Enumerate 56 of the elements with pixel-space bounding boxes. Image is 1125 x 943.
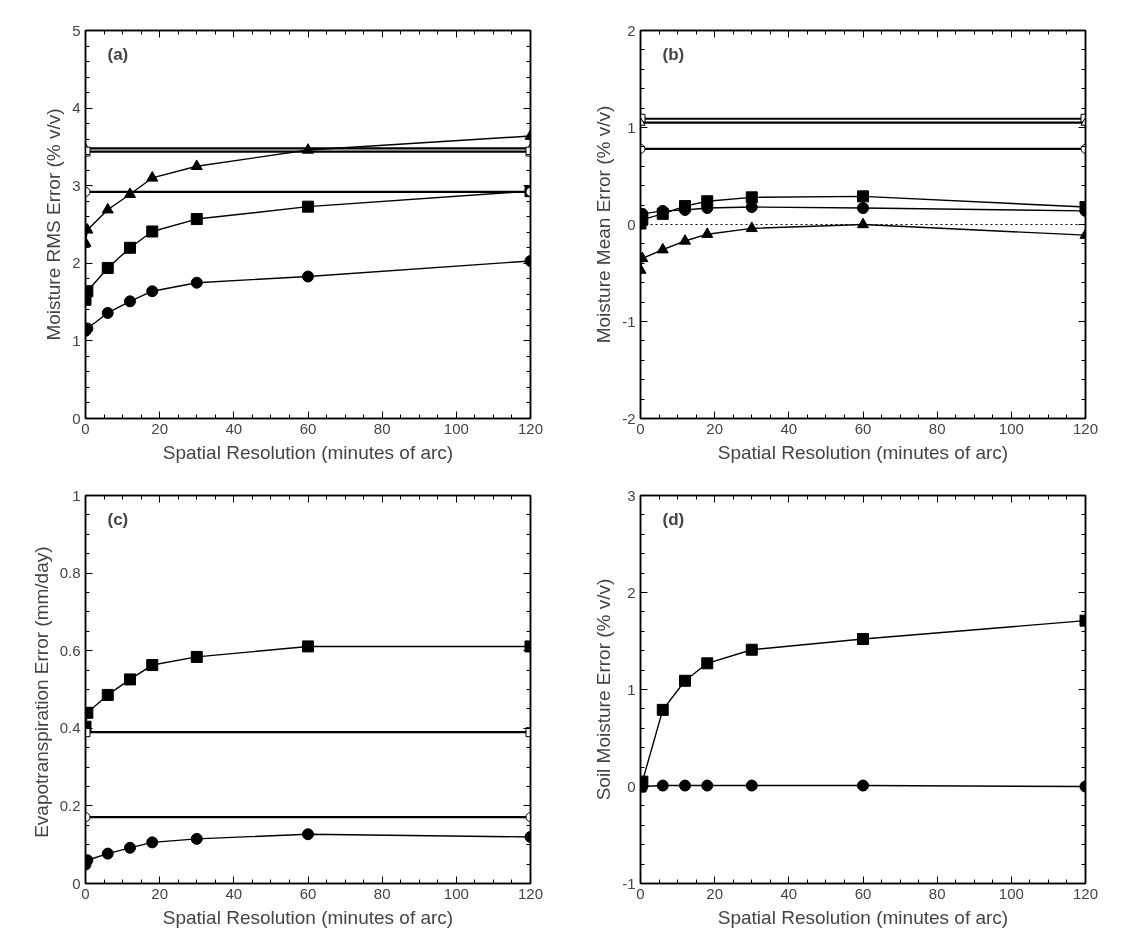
x-tick-label: 100	[443, 884, 469, 902]
x-tick-label: 20	[151, 419, 169, 437]
x-tick-label: 60	[299, 419, 317, 437]
y-tick-label: 0.6	[59, 641, 81, 659]
x-tick-label: 120	[517, 884, 544, 902]
x-axis-title: Spatial Resolution (minutes of arc)	[717, 906, 1009, 928]
x-tick-label: 80	[373, 884, 391, 902]
annotation: (a)	[107, 44, 129, 64]
x-tick-label: 60	[299, 884, 317, 902]
x-axis-title: Spatial Resolution (minutes of arc)	[162, 441, 454, 463]
x-tick-label: 60	[854, 884, 872, 902]
annotation: (c)	[107, 509, 129, 529]
x-tick-label: 120	[1072, 419, 1099, 437]
x-axis-title: Spatial Resolution (minutes of arc)	[162, 906, 454, 928]
x-tick-label: 20	[151, 884, 169, 902]
y-tick-label: 2	[627, 583, 636, 601]
x-tick-label: 40	[225, 884, 243, 902]
y-tick-label: 1	[72, 331, 81, 349]
y-tick-label: 1	[627, 118, 636, 136]
y-axis-title: Moisture RMS Error (% v/v)	[43, 108, 65, 341]
x-tick-label: 60	[854, 419, 872, 437]
x-tick-label: 80	[373, 419, 391, 437]
x-tick-label: 40	[225, 419, 243, 437]
x-tick-label: 20	[706, 419, 724, 437]
y-tick-label: -1	[622, 874, 636, 892]
x-tick-label: 100	[998, 419, 1024, 437]
y-tick-label: 4	[72, 99, 81, 117]
x-tick-label: 100	[998, 884, 1024, 902]
y-tick-label: 2	[627, 21, 636, 39]
y-tick-label: 1	[627, 680, 636, 698]
y-tick-label: 0	[627, 777, 636, 795]
y-tick-label: 0.8	[59, 564, 81, 582]
annotation: (b)	[662, 44, 685, 64]
x-tick-label: 120	[517, 419, 544, 437]
y-tick-label: 3	[627, 486, 636, 504]
y-tick-label: 0.4	[59, 719, 81, 737]
y-axis-title: Evapotranspiration Error (mm/day)	[30, 546, 52, 838]
y-tick-label: 1	[72, 486, 81, 504]
x-tick-label: 80	[928, 419, 946, 437]
x-tick-label: 100	[443, 419, 469, 437]
x-axis-title: Spatial Resolution (minutes of arc)	[717, 441, 1009, 463]
x-tick-label: 40	[780, 419, 798, 437]
y-tick-label: 0.2	[59, 796, 81, 814]
x-tick-label: 20	[706, 884, 724, 902]
y-tick-label: 3	[72, 176, 81, 194]
x-tick-label: 80	[928, 884, 946, 902]
y-tick-label: -1	[622, 312, 636, 330]
x-tick-label: 40	[780, 884, 798, 902]
annotation: (d)	[662, 509, 685, 529]
y-tick-label: 5	[72, 21, 81, 39]
y-axis-title: Soil Moisture Error (% v/v)	[593, 578, 615, 801]
y-tick-label: 0	[627, 215, 636, 233]
x-tick-label: 120	[1072, 884, 1099, 902]
y-tick-label: -2	[622, 409, 636, 427]
y-axis-title: Moisture Mean Error (% v/v)	[593, 105, 615, 344]
y-tick-label: 2	[72, 254, 81, 272]
